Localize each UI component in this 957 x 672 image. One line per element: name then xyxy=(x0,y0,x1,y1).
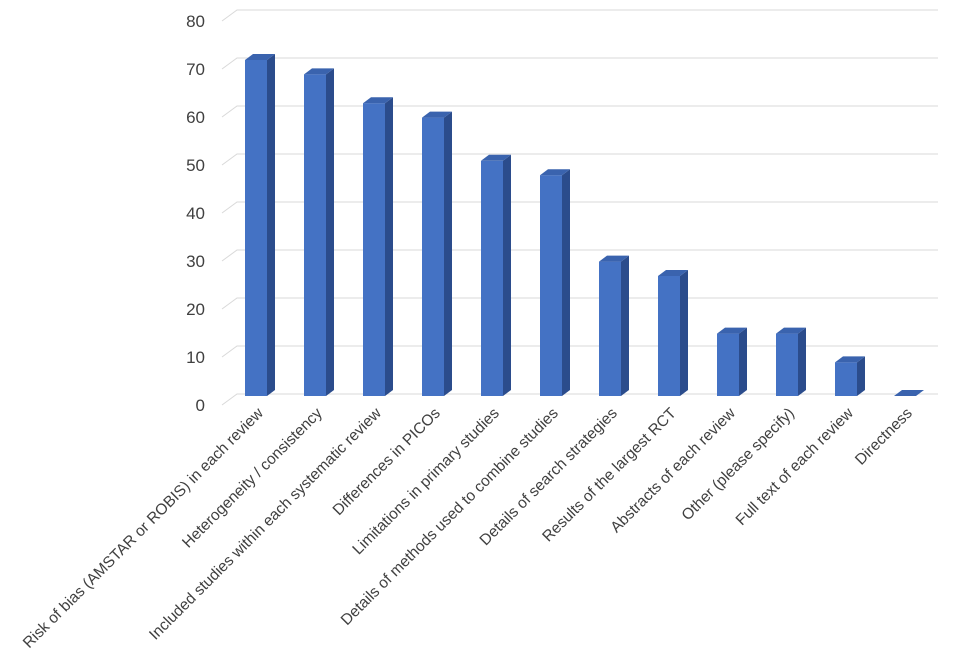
bar-side xyxy=(267,54,275,396)
bar-top xyxy=(363,97,393,104)
bar-top xyxy=(481,154,511,161)
bar-side xyxy=(385,97,393,396)
bar xyxy=(245,54,275,396)
bar-top xyxy=(422,111,452,118)
bar-side xyxy=(444,111,452,396)
bar xyxy=(894,390,924,396)
bar-top xyxy=(776,327,806,334)
bar-top xyxy=(717,327,747,334)
category-label: Details of methods used to combine studi… xyxy=(338,405,562,629)
bar-front xyxy=(540,175,562,396)
category-label: Risk of bias (AMSTAR or ROBIS) in each r… xyxy=(20,404,267,651)
bar-front xyxy=(599,261,621,396)
gridline xyxy=(221,345,938,358)
gridline xyxy=(221,393,938,406)
bar-side xyxy=(680,270,688,396)
gridline xyxy=(221,57,938,70)
bar-front xyxy=(776,333,798,396)
bar xyxy=(363,97,393,396)
gridline xyxy=(221,201,938,214)
bar-front xyxy=(717,333,739,396)
y-axis-tick-labels: 0 10 20 30 40 50 60 70 80 xyxy=(186,12,205,415)
bar-top xyxy=(304,68,334,75)
y-tick-label: 50 xyxy=(186,156,205,175)
bar xyxy=(599,255,629,396)
bar xyxy=(481,154,511,396)
bar xyxy=(304,68,334,397)
bar xyxy=(658,270,688,396)
bar-top xyxy=(835,356,865,363)
y-tick-label: 40 xyxy=(186,204,205,223)
category-labels: Risk of bias (AMSTAR or ROBIS) in each r… xyxy=(20,404,916,651)
bar xyxy=(717,327,747,396)
y-tick-label: 0 xyxy=(196,396,205,415)
bar-side xyxy=(739,327,747,396)
bar-front xyxy=(658,276,680,396)
bar-front xyxy=(363,103,385,396)
y-tick-label: 60 xyxy=(186,108,205,127)
gridline xyxy=(221,9,938,22)
category-label: Full text of each review xyxy=(733,404,858,529)
y-tick-label: 70 xyxy=(186,60,205,79)
y-tick-label: 80 xyxy=(186,12,205,31)
gridline xyxy=(221,153,938,166)
gridline xyxy=(221,105,938,118)
category-label: Directness xyxy=(852,405,916,469)
category-label: Other (please specify) xyxy=(679,405,798,524)
bar-side xyxy=(326,68,334,397)
bar xyxy=(540,169,570,396)
bar-side xyxy=(857,356,865,396)
bar-top xyxy=(245,54,275,60)
bar-front xyxy=(835,362,857,396)
gridline xyxy=(221,297,938,310)
bar-top xyxy=(658,270,688,276)
bar-front xyxy=(481,160,503,396)
bar-side xyxy=(798,327,806,396)
bar-top xyxy=(894,390,924,396)
bars xyxy=(245,54,924,397)
bar xyxy=(835,356,865,396)
bar-top xyxy=(540,169,570,176)
bar-side xyxy=(503,154,511,396)
bar-front xyxy=(422,117,444,396)
bar-side xyxy=(621,255,629,396)
category-label: Differences in PICOs xyxy=(330,405,444,519)
y-tick-label: 30 xyxy=(186,252,205,271)
bar xyxy=(776,327,806,396)
bar-front xyxy=(245,60,267,396)
bar-side xyxy=(562,169,570,396)
y-tick-label: 10 xyxy=(186,348,205,367)
bar-front xyxy=(304,74,326,397)
gridlines xyxy=(221,9,938,406)
bar-top xyxy=(599,255,629,262)
y-tick-label: 20 xyxy=(186,300,205,319)
bar xyxy=(422,111,452,396)
gridline xyxy=(221,249,938,262)
